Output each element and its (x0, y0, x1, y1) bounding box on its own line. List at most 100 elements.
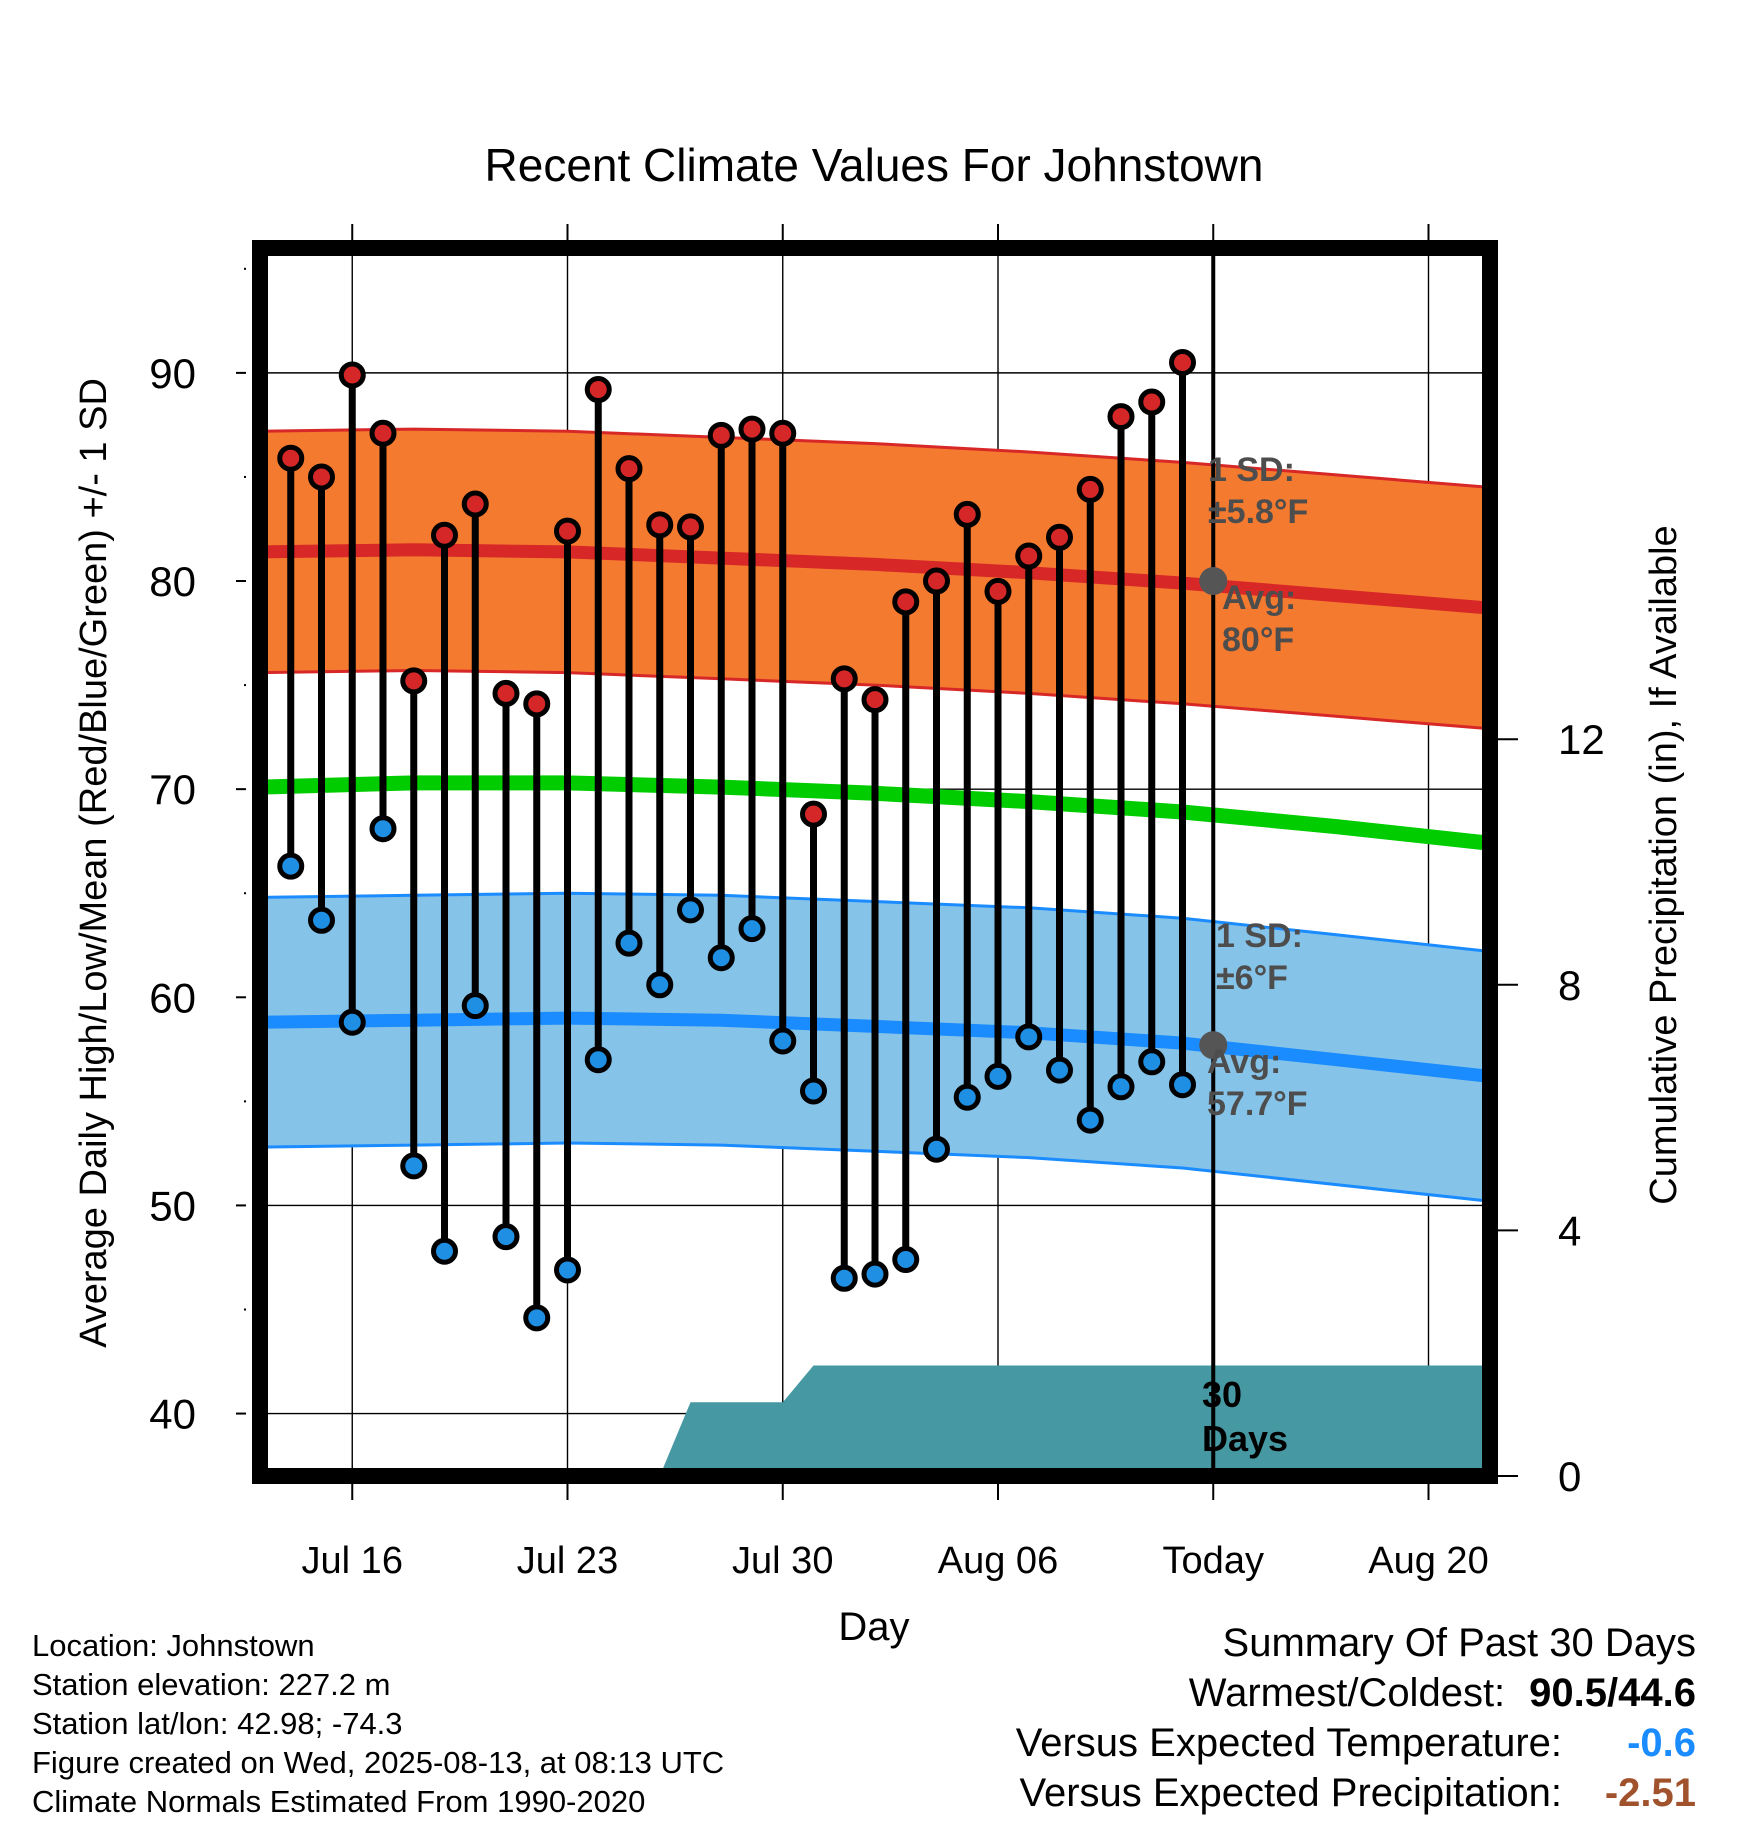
chart-title: Recent Climate Values For Johnstown (485, 139, 1264, 191)
y-tick-label: 50 (149, 1182, 196, 1229)
low-temp-point (461, 992, 489, 1020)
y2-tick-label: 0 (1558, 1453, 1581, 1500)
x-axis: Jul 16 Jul 23 Jul 30 Aug 06 Today Aug 20 (302, 224, 1489, 1582)
high-temp-point (1107, 403, 1135, 431)
high-temp-point (738, 415, 766, 443)
y2-tick-label: 8 (1558, 962, 1581, 1009)
high-normal-line (260, 543, 1490, 615)
summary-title: Summary Of Past 30 Days (1222, 1621, 1696, 1665)
y-tick-label: 60 (149, 974, 196, 1021)
low-sd-annotation-line: ±6°F (1216, 959, 1288, 997)
high-avg-annotation-line: Avg: (1222, 579, 1296, 617)
low-avg-annotation-line: Avg: (1207, 1043, 1281, 1081)
low-temp-point (1107, 1073, 1135, 1101)
high-temp-point (861, 686, 889, 714)
low-temp-point (677, 896, 704, 924)
low-temp-point (338, 1008, 366, 1036)
x-tick-label: Today (1163, 1540, 1264, 1582)
y-tick-label: 70 (149, 766, 196, 813)
y-axis-title: Average Daily High/Low/Mean (Red/Blue/Gr… (73, 378, 115, 1348)
high-temp-point (1169, 348, 1196, 376)
low-avg-annotation: Avg: 57.7°F (1207, 1043, 1308, 1123)
low-temp-point (308, 906, 335, 934)
today-high-normal-marker (1199, 567, 1228, 596)
high-temp-point (584, 376, 612, 404)
daily-range-sticks (287, 362, 1186, 1318)
temp-value: -0.6 (1627, 1721, 1696, 1765)
high-temp-point (830, 665, 858, 693)
high-temp-point (646, 511, 674, 539)
high-sd-band-upper-edge (260, 427, 1490, 489)
y-axis-right: 0 4 8 12 (1498, 716, 1605, 1500)
low-temp-point (400, 1152, 428, 1180)
high-sd-annotation: 1 SD: ±5.8°F (1208, 451, 1308, 531)
low-temp-point (769, 1027, 797, 1055)
low-temp-point (800, 1077, 827, 1105)
y-tick-label: 90 (149, 350, 196, 397)
low-temp-point (1046, 1056, 1073, 1084)
warmest-value: 90.5/44.6 (1529, 1671, 1696, 1715)
high-temp-point (277, 444, 305, 472)
latlon-text: Station lat/lon: 42.98; -74.3 (32, 1706, 403, 1741)
period-annotation-line: 30 (1202, 1374, 1242, 1415)
x-axis-title: Day (838, 1605, 909, 1649)
high-temp-point (1015, 542, 1043, 570)
low-temp-point (431, 1237, 458, 1265)
y-tick-label: 80 (149, 558, 196, 605)
high-temp-point (892, 588, 920, 616)
high-temp-point (400, 667, 428, 695)
y2-tick-label: 12 (1558, 716, 1605, 763)
low-temp-point (738, 915, 766, 943)
low-temp-point (492, 1223, 520, 1251)
high-sd-annotation-line: 1 SD: (1208, 451, 1295, 489)
high-temp-point (1138, 388, 1166, 416)
high-temp-point (554, 517, 581, 545)
low-temp-point (554, 1256, 581, 1284)
high-temp-point (923, 567, 950, 595)
low-temp-point (615, 929, 643, 957)
low-temp-point (892, 1246, 920, 1274)
low-temp-point (984, 1062, 1012, 1090)
today-low-normal-marker (1199, 1031, 1228, 1060)
x-tick-label: Jul 30 (732, 1540, 833, 1582)
y-axis-left: 40 50 60 70 80 90 (149, 267, 246, 1438)
x-tick-label: Aug 06 (938, 1540, 1058, 1582)
high-sd-band-lower-edge (260, 668, 1490, 731)
warmest-label: Warmest/Coldest: (1188, 1671, 1506, 1715)
low-temp-point (369, 815, 397, 843)
high-temp-point (338, 361, 366, 389)
precipitation-area (260, 1365, 1490, 1476)
y2-tick-label: 4 (1558, 1207, 1581, 1254)
low-temp-point (1015, 1023, 1043, 1051)
low-avg-annotation-line: 57.7°F (1207, 1085, 1308, 1123)
precip-value: -2.51 (1604, 1771, 1696, 1815)
plot-frame (252, 240, 1498, 1484)
low-temp-point (1076, 1106, 1104, 1134)
high-temp-point (1076, 475, 1104, 503)
plot-area: 1 SD: ±5.8°F Avg: 80°F 1 SD: ±6°F Avg: 57.7°F 30… (260, 248, 1490, 1476)
x-tick-label: Jul 23 (517, 1540, 618, 1582)
high-sd-annotation-line: ±5.8°F (1208, 493, 1308, 531)
low-temp-point (523, 1304, 551, 1332)
low-temp-point (953, 1083, 981, 1111)
low-temp-point (1169, 1071, 1196, 1099)
high-temp-point (1046, 523, 1073, 551)
summary-precip-row: Versus Expected Precipitation: -2.51 (1016, 1768, 1696, 1818)
daily-dots (277, 348, 1196, 1332)
low-temp-point (277, 852, 305, 880)
high-temp-point (800, 800, 827, 828)
high-temp-point (707, 421, 735, 449)
temp-label: Versus Expected Temperature: (1015, 1721, 1562, 1765)
location-text: Location: Johnstown (32, 1628, 315, 1663)
low-temp-point (584, 1046, 612, 1074)
high-temp-point (308, 463, 335, 491)
period-annotation-line: Days (1202, 1418, 1288, 1459)
high-temp-point (523, 690, 551, 718)
high-temp-point (431, 521, 458, 549)
low-temp-point (830, 1264, 858, 1292)
high-temp-point (461, 490, 489, 518)
high-temp-point (677, 513, 704, 541)
summary-warmest-row: Warmest/Coldest: 90.5/44.6 (1016, 1668, 1696, 1718)
